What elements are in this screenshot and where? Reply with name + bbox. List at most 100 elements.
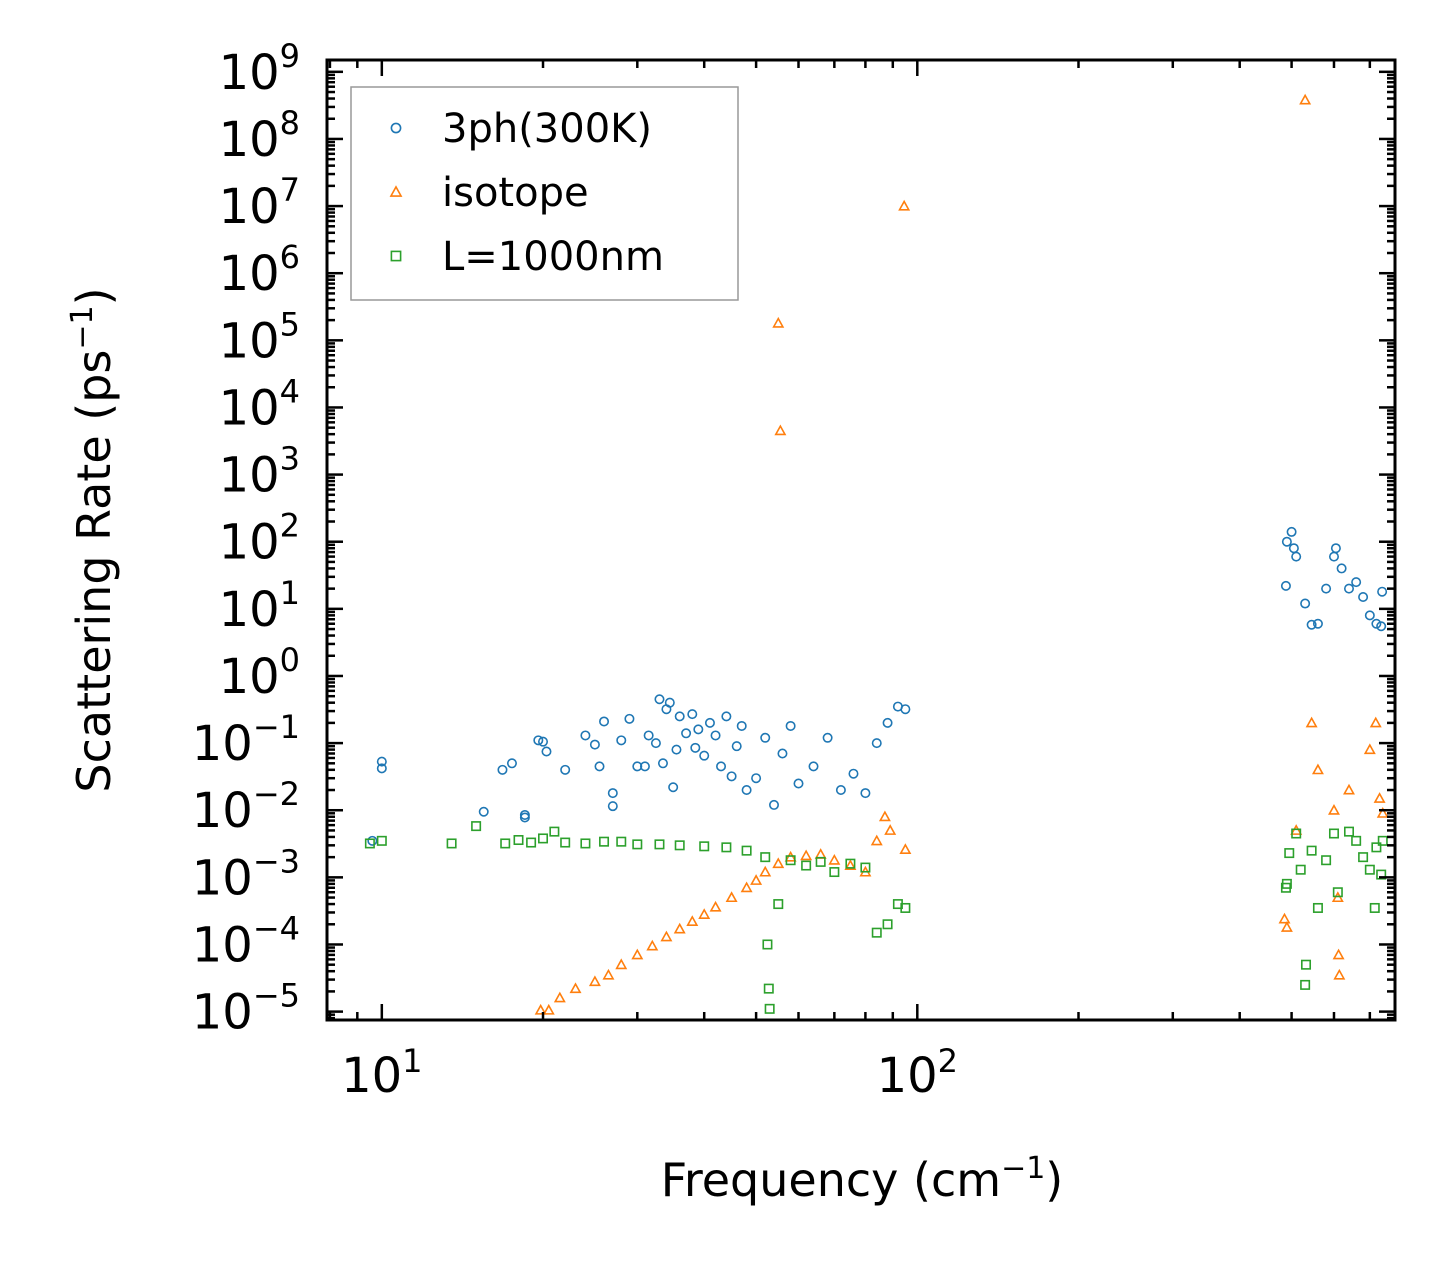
y-axis-title: Scattering Rate (ps−1) [65, 287, 121, 792]
data-point [1377, 835, 1388, 846]
data-point [741, 845, 752, 856]
legend-entry: L=1000nm [390, 234, 664, 280]
y-tick-label: 107 [219, 171, 300, 235]
data-point [844, 859, 857, 871]
data-point [800, 849, 813, 861]
data-point [500, 838, 511, 849]
data-point [660, 930, 673, 942]
data-point [1328, 828, 1339, 839]
data-point [860, 788, 871, 799]
data-point [750, 874, 763, 885]
data-point [828, 853, 841, 865]
data-point [1305, 716, 1318, 728]
data-point [1300, 979, 1311, 990]
data-point [1358, 852, 1369, 863]
data-point [674, 840, 685, 851]
x-tick-label: 102 [877, 1042, 958, 1104]
data-point [1306, 619, 1317, 630]
data-point [376, 835, 387, 846]
data-point [1291, 551, 1302, 562]
y-tick-label: 109 [219, 37, 300, 101]
y-tick-label: 10−4 [192, 909, 300, 973]
legend-marker-icon [390, 250, 402, 262]
data-point [569, 982, 582, 994]
data-point [643, 730, 654, 741]
data-point [721, 842, 732, 853]
data-point [1343, 783, 1355, 795]
data-point [721, 711, 732, 722]
data-point [549, 826, 560, 837]
data-point [639, 761, 650, 772]
data-point [654, 694, 665, 705]
y-tick-label: 106 [219, 238, 300, 302]
data-point [1364, 610, 1375, 621]
data-point [860, 862, 871, 873]
data-point [709, 900, 722, 912]
data-point [710, 730, 721, 741]
data-point [1369, 902, 1380, 913]
data-point [1284, 848, 1295, 859]
data-point [1369, 716, 1382, 728]
data-point [1286, 526, 1297, 537]
data-point [1376, 869, 1387, 880]
data-point [553, 991, 566, 1003]
legend-marker-icon [389, 185, 403, 197]
data-point [1281, 878, 1292, 889]
data-point [671, 744, 682, 755]
data-point [801, 860, 812, 871]
data-point [624, 713, 635, 724]
data-point [822, 732, 833, 743]
data-point [773, 899, 784, 910]
legend-marker-icon [390, 122, 402, 134]
data-point [900, 902, 911, 913]
data-point [900, 704, 911, 715]
x-tick-label: 101 [341, 1042, 422, 1104]
data-point [631, 948, 644, 960]
data-point [506, 758, 517, 769]
data-point [808, 761, 819, 772]
data-point [763, 983, 774, 994]
data-point [1336, 563, 1347, 574]
data-point [759, 865, 772, 877]
data-point [674, 711, 685, 722]
data-point [1364, 864, 1375, 875]
data-point [1373, 792, 1386, 803]
data-point [1295, 864, 1306, 875]
data-point [785, 720, 796, 731]
y-tick-label: 108 [219, 104, 300, 168]
data-point [497, 764, 508, 775]
data-point [607, 788, 618, 799]
data-point [616, 836, 627, 847]
data-point [835, 785, 846, 796]
data-point [541, 746, 552, 757]
data-point [668, 782, 679, 793]
data-point [1328, 803, 1340, 815]
data-point [1300, 598, 1311, 609]
data-point [704, 717, 715, 728]
data-point [519, 812, 530, 823]
data-point [664, 697, 675, 708]
data-point [699, 841, 710, 852]
data-point [538, 833, 549, 844]
y-tick-label: 102 [219, 507, 300, 571]
data-point [646, 939, 659, 951]
data-point [815, 856, 826, 867]
data-point [650, 738, 661, 749]
legend: 3ph(300K) isotope L=1000nm [350, 86, 739, 301]
data-point [673, 922, 686, 934]
data-point [1280, 921, 1293, 932]
data-point [1321, 583, 1332, 594]
data-point [376, 756, 387, 767]
y-tick-label: 101 [219, 574, 300, 638]
data-point [1312, 902, 1323, 913]
data-point [716, 761, 727, 772]
data-point [588, 975, 601, 987]
data-point [1281, 536, 1292, 547]
data-point [1311, 763, 1324, 775]
data-point [898, 199, 911, 211]
y-tick-label: 105 [219, 305, 300, 369]
data-point [1312, 618, 1323, 629]
legend-entry: 3ph(300K) [390, 106, 652, 152]
data-point [580, 730, 591, 741]
data-point [1351, 835, 1362, 846]
